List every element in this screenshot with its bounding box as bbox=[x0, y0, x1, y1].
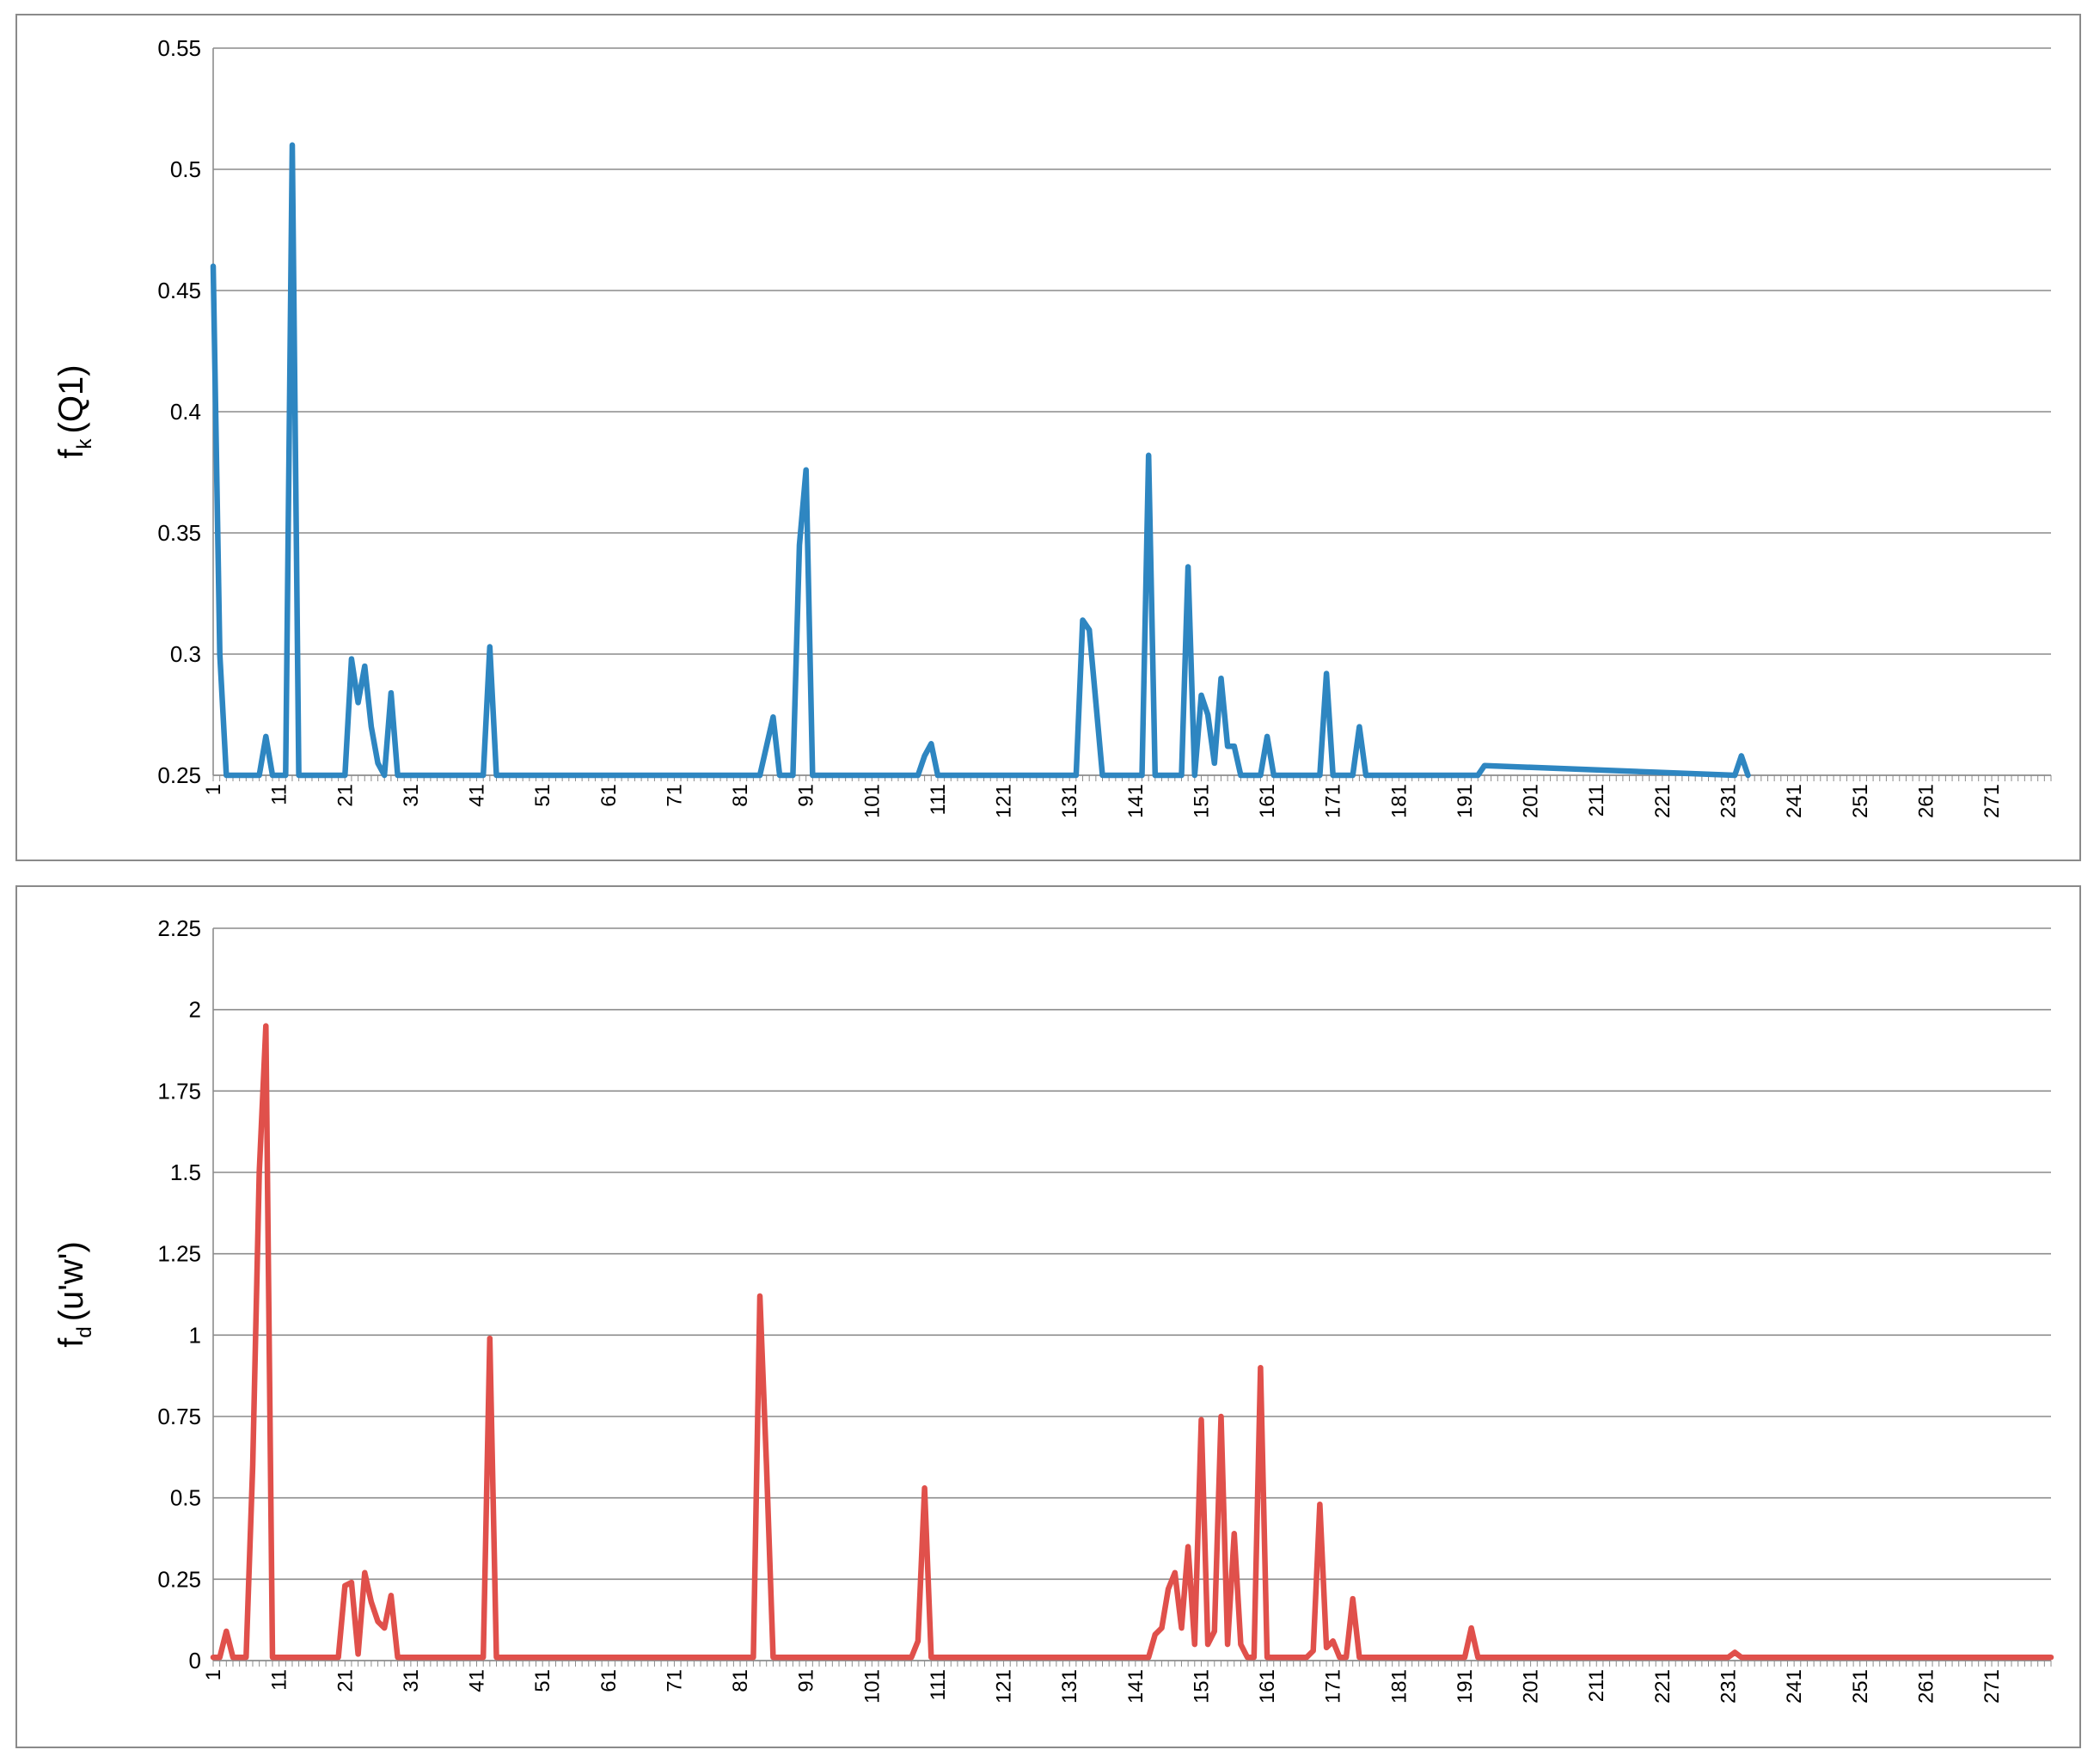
x-tick-label: 231 bbox=[1717, 784, 1741, 818]
x-tick-label: 231 bbox=[1717, 1669, 1741, 1704]
x-tick-label: 151 bbox=[1190, 784, 1213, 818]
x-tick-label: 1 bbox=[202, 784, 225, 795]
x-tick-label: 201 bbox=[1520, 784, 1543, 818]
x-tick-label: 1 bbox=[202, 1669, 225, 1680]
x-tick-label: 61 bbox=[597, 1669, 621, 1692]
x-tick-label: 271 bbox=[1981, 784, 2004, 818]
x-tick-label: 91 bbox=[795, 784, 818, 807]
x-tick-label: 91 bbox=[795, 1669, 818, 1692]
x-tick-label: 171 bbox=[1322, 784, 1345, 818]
x-tick-label: 111 bbox=[927, 784, 950, 815]
x-tick-label: 101 bbox=[860, 1669, 884, 1704]
x-tick-label: 31 bbox=[400, 1669, 423, 1692]
x-tick-label: 271 bbox=[1981, 1669, 2004, 1704]
x-tick-label: 111 bbox=[927, 1669, 950, 1700]
x-tick-label: 21 bbox=[334, 784, 357, 807]
x-tick-label: 221 bbox=[1651, 784, 1674, 818]
y-tick-label: 0 bbox=[189, 1648, 201, 1673]
y-tick-label: 2.25 bbox=[157, 915, 201, 941]
x-tick-label: 21 bbox=[334, 1669, 357, 1692]
x-tick-label: 51 bbox=[531, 1669, 554, 1692]
x-tick-label: 11 bbox=[268, 784, 291, 805]
x-tick-label: 61 bbox=[597, 784, 621, 807]
top-chart-panel: 0.25 0.3 0.35 0.4 0.45 0.5 0.55 1 11 21 31 41 51 61 71… bbox=[15, 14, 2081, 861]
x-tick-label: 81 bbox=[729, 1669, 752, 1692]
x-tick-label: 181 bbox=[1387, 784, 1411, 818]
x-tick-label: 211 bbox=[1585, 1669, 1608, 1702]
y-tick-label: 0.25 bbox=[157, 762, 201, 788]
y-tick-label: 0.75 bbox=[157, 1404, 201, 1429]
x-tick-label: 241 bbox=[1783, 784, 1806, 818]
x-tick-label: 261 bbox=[1914, 1669, 1938, 1704]
x-tick-label: 191 bbox=[1454, 784, 1477, 818]
y-tick-label: 0.45 bbox=[157, 278, 201, 303]
x-tick-label: 41 bbox=[466, 784, 489, 807]
x-tick-label: 161 bbox=[1256, 784, 1279, 818]
y-axis-title: fd (u'w') bbox=[52, 1241, 96, 1348]
y-axis-title-main: f bbox=[52, 449, 90, 459]
y-tick-label: 2 bbox=[189, 997, 201, 1023]
y-axis-title-subscript: d bbox=[73, 1326, 96, 1337]
x-tick-label: 211 bbox=[1585, 784, 1608, 817]
y-tick-label: 0.55 bbox=[157, 35, 201, 61]
x-tick-label: 151 bbox=[1190, 1669, 1213, 1704]
y-tick-label: 0.35 bbox=[157, 520, 201, 546]
x-tick-label: 221 bbox=[1651, 1669, 1674, 1704]
x-tick-label: 51 bbox=[531, 784, 554, 807]
x-tick-label: 71 bbox=[663, 784, 686, 807]
x-tick-label: 251 bbox=[1849, 1669, 1872, 1704]
x-tick-label: 121 bbox=[993, 1669, 1016, 1704]
y-tick-label: 1.25 bbox=[157, 1241, 201, 1267]
y-axis-title: fk (Q1) bbox=[52, 364, 96, 458]
x-tick-label: 131 bbox=[1058, 784, 1081, 818]
x-tick-label: 201 bbox=[1520, 1669, 1543, 1704]
y-axis-title-rest: (Q1) bbox=[52, 364, 90, 433]
x-tick-label: 11 bbox=[268, 1669, 291, 1691]
x-tick-label: 181 bbox=[1387, 1669, 1411, 1704]
x-tick-label: 191 bbox=[1454, 1669, 1477, 1704]
x-tick-label: 71 bbox=[663, 1669, 686, 1692]
y-tick-label: 0.5 bbox=[170, 156, 201, 182]
y-tick-label: 1 bbox=[189, 1322, 201, 1348]
x-tick-label: 41 bbox=[466, 1669, 489, 1692]
x-tick-label: 251 bbox=[1849, 784, 1872, 818]
series-line bbox=[210, 1023, 2054, 1661]
y-axis-title-subscript: k bbox=[73, 437, 96, 449]
x-tick-label: 141 bbox=[1124, 784, 1148, 818]
x-tick-label: 241 bbox=[1783, 1669, 1806, 1704]
y-tick-label: 0.5 bbox=[170, 1485, 201, 1511]
x-tick-label: 101 bbox=[860, 784, 884, 818]
x-tick-label: 31 bbox=[400, 784, 423, 807]
bottom-chart-panel: 0 0.25 0.5 0.75 1 1.25 1.5 1.75 2 2.25 1 11 21 31 41 51… bbox=[15, 885, 2081, 1748]
x-tick-label: 131 bbox=[1058, 1669, 1081, 1704]
y-tick-label: 0.4 bbox=[170, 399, 201, 425]
x-tick-label: 261 bbox=[1914, 784, 1938, 818]
x-tick-label: 81 bbox=[729, 784, 752, 807]
y-axis-title-rest: (u'w') bbox=[52, 1241, 90, 1321]
fk-q1-line-chart: 0.250.30.350.40.450.50.551 11 21 31 41 51 61 71… bbox=[52, 35, 2052, 818]
x-tick-label: 141 bbox=[1124, 1669, 1148, 1704]
y-tick-label: 0.25 bbox=[157, 1566, 201, 1592]
y-tick-label: 1.75 bbox=[157, 1078, 201, 1104]
series-line bbox=[210, 142, 1751, 779]
x-tick-label: 121 bbox=[993, 784, 1016, 818]
x-tick-label: 171 bbox=[1322, 1669, 1345, 1704]
x-tick-label: 161 bbox=[1256, 1669, 1279, 1704]
y-axis-title-main: f bbox=[52, 1337, 90, 1348]
y-tick-label: 1.5 bbox=[170, 1159, 201, 1185]
y-tick-label: 0.3 bbox=[170, 641, 201, 667]
